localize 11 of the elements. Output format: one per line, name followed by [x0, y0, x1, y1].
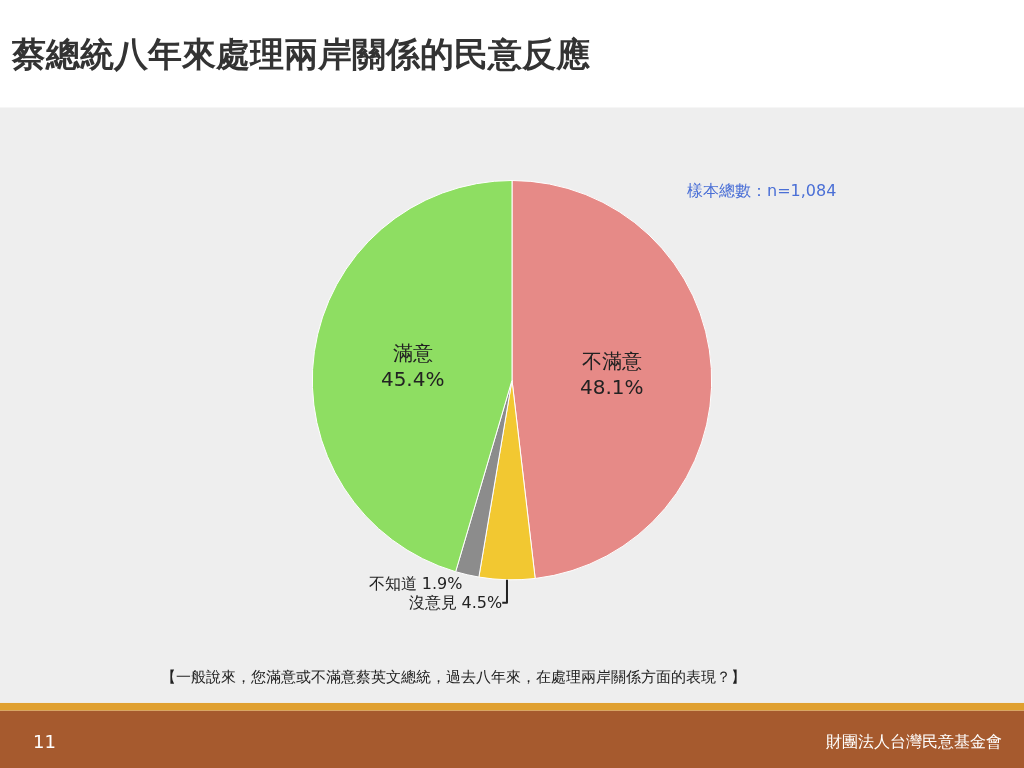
chart-title: 蔡總統八年來處理兩岸關係的民意反應: [11, 33, 591, 74]
text: 【一般說來，您滿意或不滿意蔡英文總統，過去八年來，在處理兩岸關係方面的表現？】: [161, 668, 746, 686]
text: 財團法人台灣民意基金會: [826, 732, 1002, 751]
data-label: 45.4%: [380, 366, 445, 391]
slice-label: 沒意見 4.5%: [408, 593, 503, 613]
slice-label: 不滿意: [581, 349, 642, 374]
slice-label: 不知道 1.9%: [368, 574, 463, 594]
text: 樣本總數：n=1,084: [687, 181, 837, 200]
text: 11: [33, 731, 56, 752]
data-label: 48.1%: [579, 375, 644, 400]
slice-label: 滿意: [392, 340, 433, 365]
